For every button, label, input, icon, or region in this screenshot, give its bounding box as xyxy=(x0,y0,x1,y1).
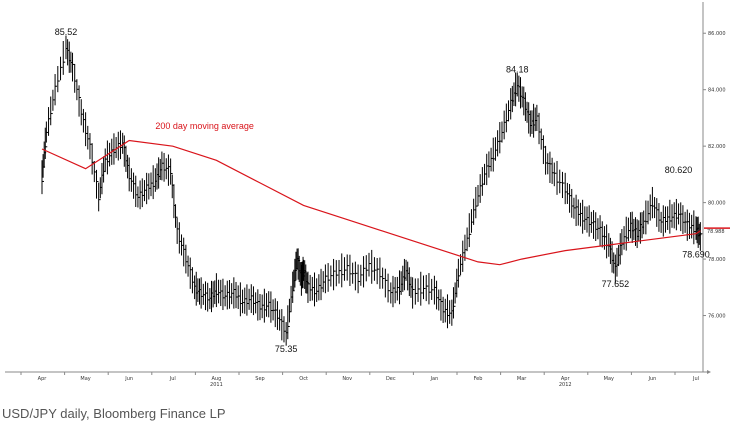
y-tick-label: 84.000 xyxy=(708,88,726,94)
moving-average-line xyxy=(41,139,701,266)
chart-annotations: 85.52 84.18 80.620 75.35 77.652 78.690 200 day… xyxy=(55,27,710,354)
chart-axes xyxy=(5,2,711,374)
moving-average-label: 200 day moving average xyxy=(155,121,254,131)
x-tick-label: Jun xyxy=(647,376,656,382)
x-tick-label: Jun xyxy=(124,376,133,382)
x-tick-label: Jul xyxy=(169,376,176,382)
x-tick-label: Feb xyxy=(474,376,483,382)
x-tick-label: Jul xyxy=(692,376,699,382)
x-tick-label: Apr xyxy=(38,376,48,382)
chart-ticks: 76.000 78.000 80.000 82.000 84.000 86.000 Apr M… xyxy=(20,31,726,388)
value-annotation: 75.35 xyxy=(275,344,298,354)
x-year-label: 2011 xyxy=(210,382,223,388)
y-tick-label: 80.000 xyxy=(708,201,726,207)
x-tick-label: May xyxy=(604,376,614,382)
price-series xyxy=(41,35,703,346)
x-year-label: 2012 xyxy=(559,382,572,388)
x-tick-label: Dec xyxy=(386,376,396,382)
last-price-box xyxy=(704,228,730,235)
value-annotation: 77.652 xyxy=(602,279,630,289)
y-tick-label: 76.000 xyxy=(708,314,726,320)
x-tick-label: Jan xyxy=(430,376,439,382)
x-tick-label: Nov xyxy=(342,376,352,382)
value-annotation: 84.18 xyxy=(506,65,529,75)
chart-plot: 78.988 xyxy=(41,35,730,346)
chart-caption: USD/JPY daily, Bloomberg Finance LP xyxy=(2,406,226,421)
value-annotation: 80.620 xyxy=(665,165,693,175)
x-tick-label: Aug xyxy=(212,376,222,382)
value-annotation: 78.690 xyxy=(682,250,710,260)
y-tick-label: 78.000 xyxy=(708,257,726,263)
y-tick-label: 82.000 xyxy=(708,144,726,150)
y-tick-label: 86.000 xyxy=(708,31,726,37)
x-axis-arrow xyxy=(707,370,711,374)
value-annotation: 85.52 xyxy=(55,27,78,37)
chart-svg: 76.000 78.000 80.000 82.000 84.000 86.000 Apr M… xyxy=(5,2,730,388)
last-price-label: 78.988 xyxy=(707,229,725,235)
x-tick-label: Sep xyxy=(255,376,264,382)
x-tick-label: Apr xyxy=(561,376,571,382)
x-tick-label: May xyxy=(80,376,90,382)
usdjpy-chart: 76.000 78.000 80.000 82.000 84.000 86.000 Apr M… xyxy=(5,2,730,388)
x-tick-label: Mar xyxy=(517,376,527,382)
x-tick-label: Oct xyxy=(299,376,308,382)
